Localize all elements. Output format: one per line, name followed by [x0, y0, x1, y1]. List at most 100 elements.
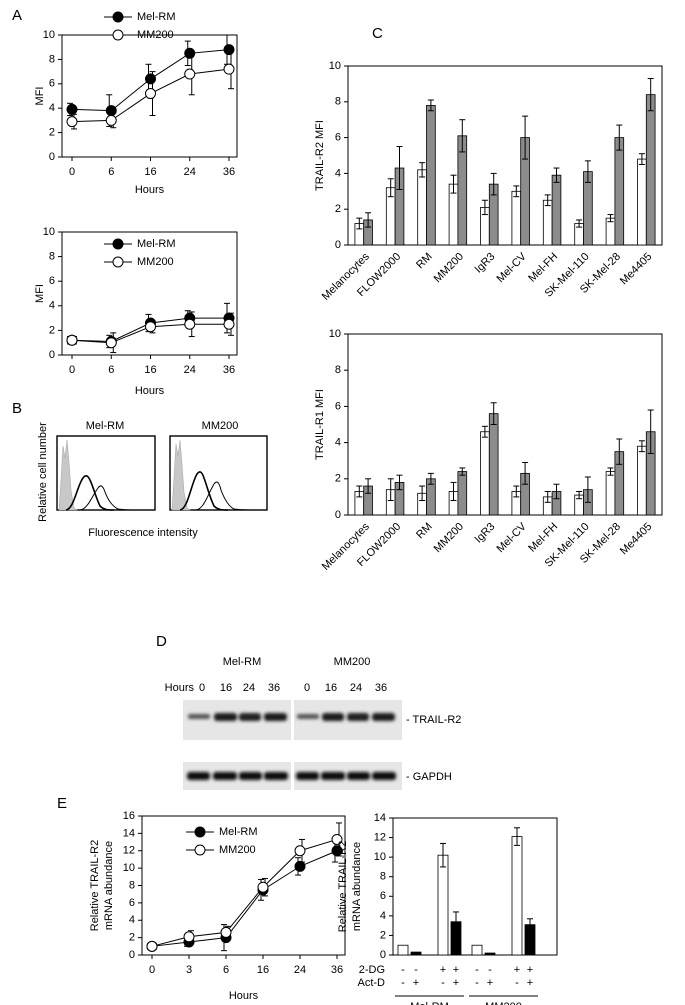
x-tick-label: 6 — [223, 964, 229, 976]
bar — [542, 199, 553, 246]
panel-label: D — [156, 633, 167, 650]
x-tick-label: Mel-CV — [494, 520, 529, 555]
y-tick-label: 2 — [49, 324, 55, 336]
y-tick-label: 4 — [335, 437, 341, 449]
x-tick-label: 24 — [294, 964, 306, 976]
x-tick-label: 16 — [257, 964, 269, 976]
condition-mark: - — [515, 977, 519, 989]
bar — [417, 169, 427, 246]
condition-mark: + — [413, 977, 419, 989]
marker — [220, 926, 232, 938]
marker — [331, 845, 343, 857]
marker — [66, 116, 78, 128]
bar — [511, 190, 522, 246]
histogram-title: MM200 — [202, 420, 239, 432]
marker — [66, 334, 78, 346]
marker — [66, 103, 78, 115]
blot-hour: 16 — [220, 682, 232, 694]
y-tick-label: 0 — [335, 239, 341, 251]
condition-mark: - — [401, 977, 405, 989]
y-tick-label: 4 — [335, 167, 341, 179]
y-axis-label: Relative TRAIL-R2 — [337, 841, 349, 933]
y-tick-label: 10 — [374, 851, 386, 863]
x-tick-label: 36 — [223, 166, 235, 178]
blot-trail-r2 — [183, 700, 402, 740]
blot-hour: 36 — [375, 682, 387, 694]
y-tick-label: 8 — [129, 879, 135, 891]
marker — [184, 318, 196, 330]
marker — [294, 845, 306, 857]
y-tick-label: 0 — [380, 949, 386, 961]
x-tick-label: 3 — [186, 964, 192, 976]
x-tick-label: Me4405 — [618, 251, 655, 288]
blot-group: MM200 — [334, 656, 371, 668]
condition-mark: - — [414, 964, 418, 976]
y-tick-label: 2 — [335, 203, 341, 215]
bar — [457, 471, 468, 516]
x-tick-label: 24 — [184, 166, 196, 178]
group-label: Mel-RM — [410, 1001, 449, 1005]
legend-marker — [112, 238, 124, 250]
legend-label: Mel-RM — [137, 238, 176, 250]
legend-marker — [112, 11, 124, 23]
condition-mark: - — [401, 964, 405, 976]
plot-frame — [61, 34, 238, 158]
bar — [637, 158, 647, 246]
marker — [146, 940, 158, 952]
y-tick-label: 4 — [129, 914, 135, 926]
marker — [223, 318, 235, 330]
x-tick-label: 16 — [144, 166, 156, 178]
legend-label: Mel-RM — [219, 826, 258, 838]
y-axis-label: MFI — [34, 284, 46, 303]
y-tick-label: 0 — [129, 949, 135, 961]
condition-label: 2-DG — [359, 964, 385, 976]
histogram-mm200 — [169, 435, 268, 511]
marker — [184, 68, 196, 80]
marker — [331, 833, 343, 845]
y-axis-label: TRAIL-R1 MFI — [314, 389, 326, 460]
plot-frame — [347, 333, 663, 516]
x-tick-label: 0 — [69, 364, 75, 376]
y-tick-label: 8 — [380, 871, 386, 883]
panel-label: E — [57, 795, 67, 812]
histogram-xlabel: Fluorescence intensity — [88, 527, 198, 539]
y-tick-label: 8 — [335, 364, 341, 376]
bar — [437, 854, 449, 956]
marker — [145, 88, 156, 100]
blot-hours-label: Hours — [165, 682, 195, 694]
legend-marker — [112, 256, 124, 268]
histogram-ylabel: Relative cell number — [37, 422, 49, 522]
blot-hour: 24 — [350, 682, 362, 694]
marker — [105, 105, 117, 117]
legend-label: MM200 — [137, 256, 174, 268]
y-tick-label: 16 — [123, 810, 135, 822]
marker — [223, 63, 235, 75]
plot-frame — [347, 65, 663, 246]
blot-hour: 0 — [199, 682, 205, 694]
y-tick-label: 2 — [129, 932, 135, 944]
x-tick-label: 36 — [331, 964, 343, 976]
y-tick-label: 0 — [49, 349, 55, 361]
y-tick-label: 0 — [49, 151, 55, 163]
bar — [614, 137, 625, 246]
x-tick-label: Me4405 — [618, 521, 655, 558]
condition-mark: + — [527, 964, 533, 976]
x-tick-label: 24 — [184, 364, 196, 376]
y-tick-label: 6 — [335, 132, 341, 144]
blot-hour: 36 — [268, 682, 280, 694]
y-tick-label: 6 — [49, 275, 55, 287]
panel-label: B — [12, 400, 22, 417]
y-tick-label: 8 — [49, 53, 55, 65]
group-label: MM200 — [485, 1001, 522, 1005]
bar — [511, 836, 523, 956]
bar — [426, 104, 436, 246]
x-axis-label: Hours — [135, 184, 165, 196]
y-tick-label: 10 — [43, 226, 55, 238]
condition-mark: - — [475, 964, 479, 976]
y-tick-label: 10 — [43, 29, 55, 41]
plot-frame — [61, 231, 238, 356]
y-tick-label: 4 — [49, 102, 55, 114]
marker — [294, 860, 306, 872]
histogram-title: Mel-RM — [86, 420, 125, 432]
